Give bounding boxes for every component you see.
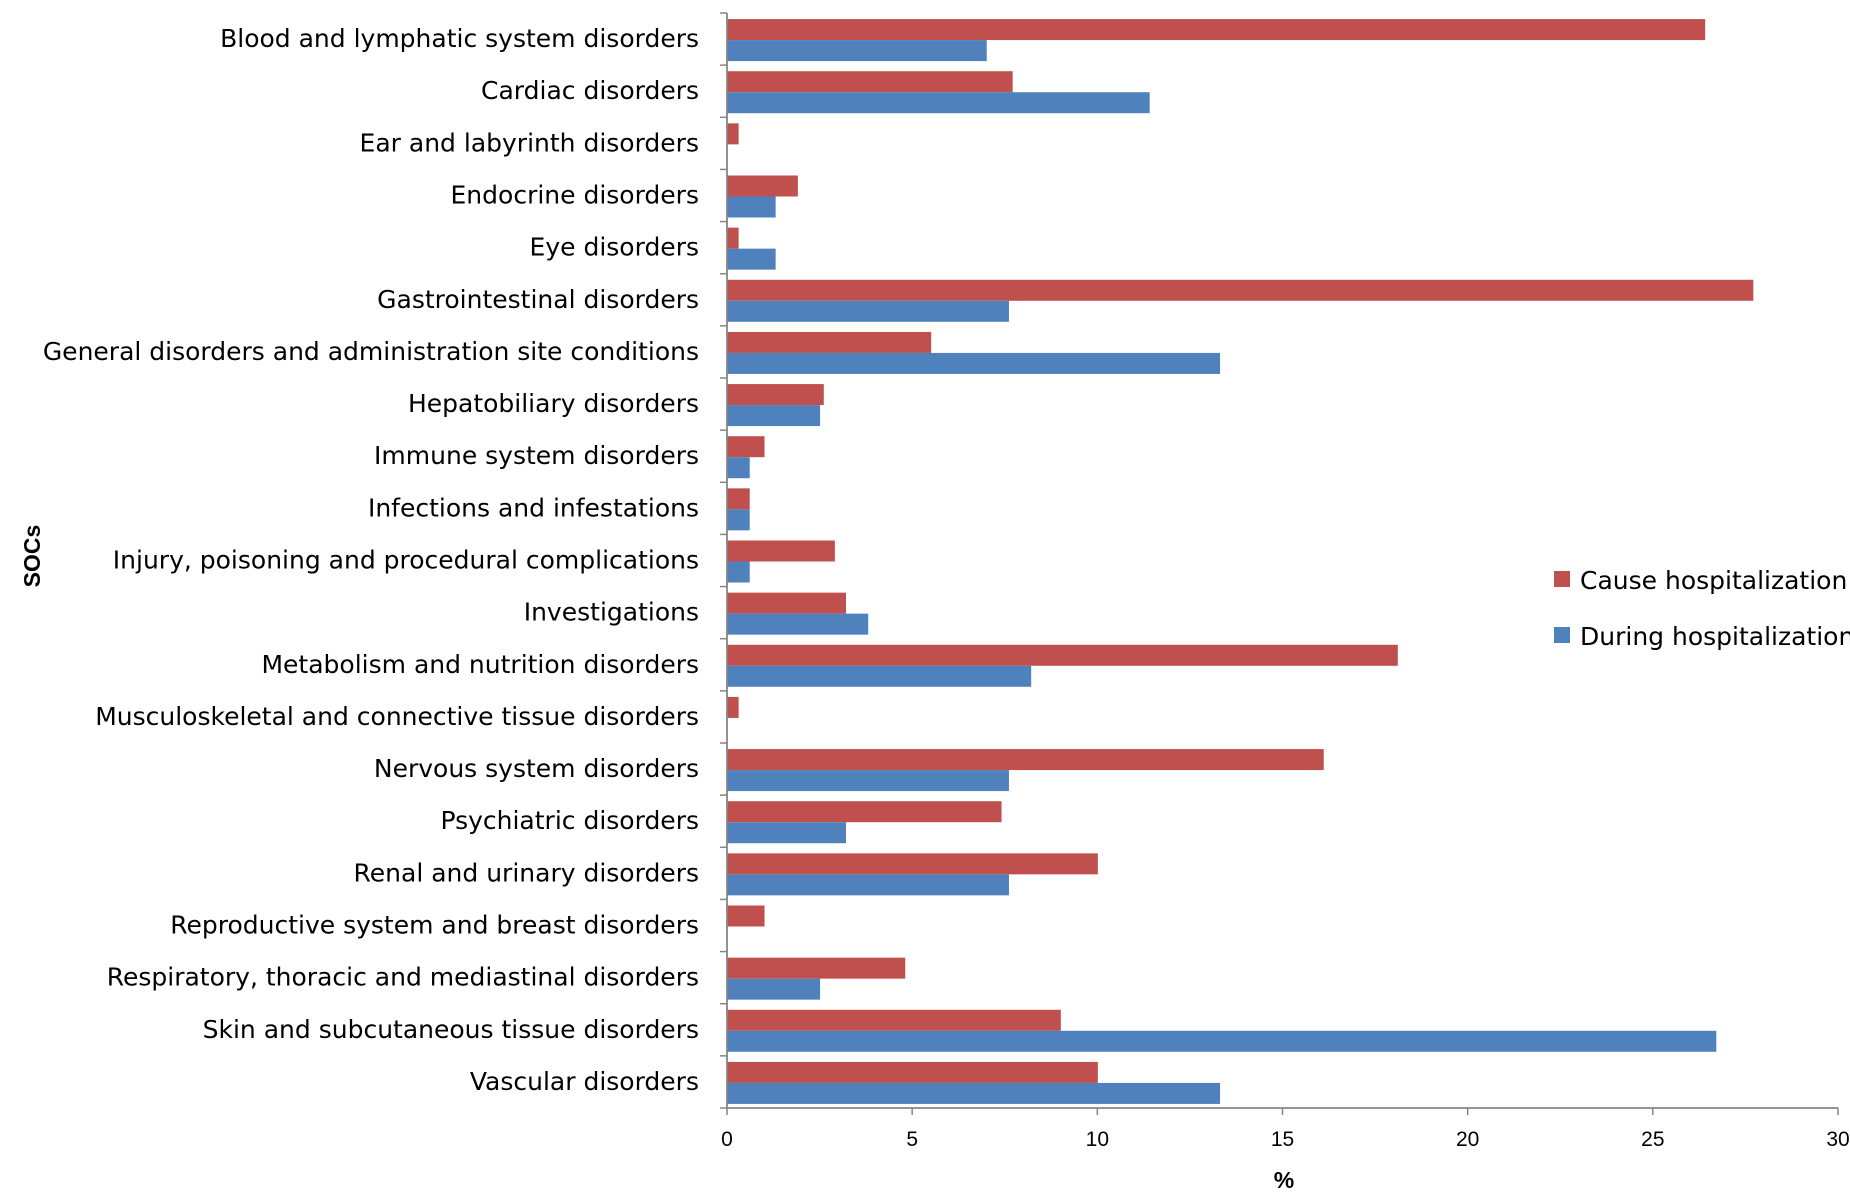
category-label-metabolism-and-nutrition-disorders: Metabolism and nutrition disorders xyxy=(261,650,699,679)
bar-cause-hospitalization-gastrointestinal-disorders xyxy=(727,279,1754,301)
category-label-psychiatric-disorders: Psychiatric disorders xyxy=(440,806,699,835)
bar-cause-hospitalization-endocrine-disorders xyxy=(727,175,798,197)
bar-cause-hospitalization-ear-and-labyrinth-disorders xyxy=(727,123,739,145)
bar-cause-hospitalization-skin-and-subcutaneous-tissue-disorders xyxy=(727,1009,1061,1031)
x-tick-label-20: 20 xyxy=(1456,1128,1479,1151)
x-tick-label-30: 30 xyxy=(1826,1128,1849,1151)
bar-cause-hospitalization-blood-and-lymphatic-system-disorders xyxy=(727,19,1706,41)
category-label-immune-system-disorders: Immune system disorders xyxy=(374,441,699,470)
bar-cause-hospitalization-infections-and-infestations xyxy=(727,488,750,510)
bar-cause-hospitalization-nervous-system-disorders xyxy=(727,749,1324,771)
category-label-endocrine-disorders: Endocrine disorders xyxy=(451,181,699,210)
x-tick-label-5: 5 xyxy=(906,1128,918,1151)
bar-cause-hospitalization-cardiac-disorders xyxy=(727,71,1013,93)
bar-during-hospitalization-investigations xyxy=(727,613,869,635)
y-axis-title: SOCs xyxy=(19,525,45,588)
category-label-respiratory-thoracic-and-mediastinal-disorders: Respiratory, thoracic and mediastinal di… xyxy=(107,963,699,992)
bar-cause-hospitalization-reproductive-system-and-breast-disorders xyxy=(727,905,765,927)
bar-cause-hospitalization-respiratory-thoracic-and-mediastinal-disorders xyxy=(727,957,906,979)
bar-cause-hospitalization-eye-disorders xyxy=(727,227,739,249)
bar-cause-hospitalization-psychiatric-disorders xyxy=(727,801,1002,823)
bar-cause-hospitalization-investigations xyxy=(727,592,847,614)
category-label-ear-and-labyrinth-disorders: Ear and labyrinth disorders xyxy=(360,128,699,157)
bar-during-hospitalization-infections-and-infestations xyxy=(727,509,750,531)
bar-cause-hospitalization-metabolism-and-nutrition-disorders xyxy=(727,644,1398,666)
bar-cause-hospitalization-immune-system-disorders xyxy=(727,436,765,458)
bar-cause-hospitalization-renal-and-urinary-disorders xyxy=(727,853,1098,875)
bar-during-hospitalization-immune-system-disorders xyxy=(727,457,750,479)
category-label-eye-disorders: Eye disorders xyxy=(530,233,699,262)
bar-cause-hospitalization-general-disorders-and-administration-site-conditions xyxy=(727,331,932,353)
bar-cause-hospitalization-hepatobiliary-disorders xyxy=(727,384,824,406)
category-labels: Blood and lymphatic system disorders Card… xyxy=(43,24,699,1096)
x-tick-labels: 0 5 10 15 20 25 30 xyxy=(721,1128,1850,1151)
bar-during-hospitalization-injury-poisoning-and-procedural-complications xyxy=(727,561,750,583)
category-label-skin-and-subcutaneous-tissue-disorders: Skin and subcutaneous tissue disorders xyxy=(203,1015,699,1044)
bar-during-hospitalization-blood-and-lymphatic-system-disorders xyxy=(727,40,987,62)
category-label-cardiac-disorders: Cardiac disorders xyxy=(481,76,699,105)
bar-during-hospitalization-hepatobiliary-disorders xyxy=(727,405,821,427)
x-axis-title: % xyxy=(1274,1167,1294,1193)
legend-label-cause-hospitalization: Cause hospitalization xyxy=(1580,566,1847,595)
bar-during-hospitalization-gastrointestinal-disorders xyxy=(727,300,1009,322)
category-label-investigations: Investigations xyxy=(524,598,699,627)
category-label-injury-poisoning-and-procedural-complications: Injury, poisoning and procedural complic… xyxy=(113,546,699,575)
category-label-musculoskeletal-and-connective-tissue-disorders: Musculoskeletal and connective tissue di… xyxy=(95,702,699,731)
category-label-vascular-disorders: Vascular disorders xyxy=(470,1067,699,1096)
bar-during-hospitalization-skin-and-subcutaneous-tissue-disorders xyxy=(727,1030,1717,1052)
bar-during-hospitalization-vascular-disorders xyxy=(727,1082,1221,1104)
bar-cause-hospitalization-vascular-disorders xyxy=(727,1061,1098,1083)
bars-group xyxy=(727,19,1754,1104)
bar-during-hospitalization-metabolism-and-nutrition-disorders xyxy=(727,665,1032,687)
bar-during-hospitalization-psychiatric-disorders xyxy=(727,822,847,844)
bar-during-hospitalization-nervous-system-disorders xyxy=(727,770,1009,792)
legend-swatch-during-hospitalization xyxy=(1554,627,1570,643)
category-label-reproductive-system-and-breast-disorders: Reproductive system and breast disorders xyxy=(170,911,699,940)
legend-label-during-hospitalization: During hospitalization xyxy=(1580,622,1850,651)
category-label-hepatobiliary-disorders: Hepatobiliary disorders xyxy=(408,389,699,418)
bar-during-hospitalization-renal-and-urinary-disorders xyxy=(727,874,1009,896)
bar-cause-hospitalization-injury-poisoning-and-procedural-complications xyxy=(727,540,835,562)
bar-during-hospitalization-cardiac-disorders xyxy=(727,92,1150,114)
category-label-nervous-system-disorders: Nervous system disorders xyxy=(374,754,699,783)
bar-during-hospitalization-respiratory-thoracic-and-mediastinal-disorders xyxy=(727,978,821,1000)
category-label-general-disorders-and-administration-site-conditions: General disorders and administration sit… xyxy=(43,337,699,366)
x-tick-label-10: 10 xyxy=(1086,1128,1109,1151)
bar-during-hospitalization-endocrine-disorders xyxy=(727,196,776,218)
category-label-infections-and-infestations: Infections and infestations xyxy=(368,493,699,522)
legend: Cause hospitalization During hospitaliza… xyxy=(1554,566,1850,651)
category-label-gastrointestinal-disorders: Gastrointestinal disorders xyxy=(377,285,699,314)
bar-cause-hospitalization-musculoskeletal-and-connective-tissue-disorders xyxy=(727,696,739,718)
bar-during-hospitalization-eye-disorders xyxy=(727,248,776,270)
bar-during-hospitalization-general-disorders-and-administration-site-conditions xyxy=(727,352,1221,374)
axes-group xyxy=(720,12,1839,1115)
x-tick-label-25: 25 xyxy=(1641,1128,1664,1151)
category-label-renal-and-urinary-disorders: Renal and urinary disorders xyxy=(354,858,699,887)
x-tick-label-0: 0 xyxy=(721,1128,733,1151)
category-label-blood-and-lymphatic-system-disorders: Blood and lymphatic system disorders xyxy=(220,24,699,53)
legend-swatch-cause-hospitalization xyxy=(1554,571,1570,587)
x-tick-label-15: 15 xyxy=(1271,1128,1294,1151)
